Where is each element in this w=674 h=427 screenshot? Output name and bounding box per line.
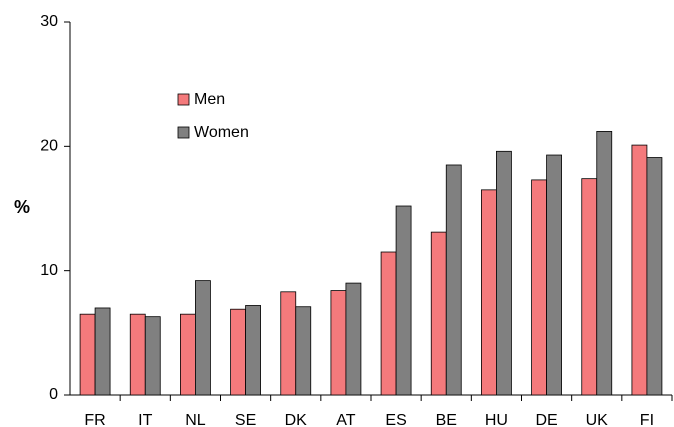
x-tick-label: DE bbox=[535, 412, 557, 427]
x-tick-label: BE bbox=[436, 412, 457, 427]
bar bbox=[531, 179, 547, 396]
x-tick-label: NL bbox=[185, 412, 206, 427]
bar bbox=[546, 154, 562, 396]
x-tick-label: FI bbox=[640, 412, 654, 427]
y-tick-label: 20 bbox=[40, 138, 58, 155]
x-tick-label: HU bbox=[485, 412, 508, 427]
bar bbox=[481, 189, 497, 396]
y-tick-label: 0 bbox=[49, 386, 58, 403]
bar bbox=[230, 308, 246, 396]
bar bbox=[79, 313, 96, 396]
bar bbox=[245, 305, 261, 396]
x-tick-label: ES bbox=[385, 412, 406, 427]
x-tick-label: FR bbox=[84, 412, 105, 427]
bar bbox=[380, 251, 397, 396]
bar bbox=[330, 290, 347, 396]
bar bbox=[631, 144, 648, 396]
legend-label: Men bbox=[194, 91, 225, 108]
legend-swatch bbox=[177, 93, 190, 106]
bar bbox=[129, 313, 146, 396]
y-tick-label: 30 bbox=[40, 13, 58, 30]
x-tick-label: UK bbox=[586, 412, 609, 427]
x-tick-label: SE bbox=[235, 412, 256, 427]
bar bbox=[445, 164, 462, 396]
bar bbox=[180, 313, 196, 396]
bar bbox=[144, 316, 161, 396]
bar bbox=[496, 150, 512, 396]
x-tick-label: IT bbox=[138, 412, 152, 427]
y-tick-label: 10 bbox=[40, 262, 58, 279]
bar bbox=[395, 205, 412, 396]
legend-label: Women bbox=[194, 124, 249, 141]
bar bbox=[596, 131, 613, 396]
y-axis-label: % bbox=[14, 197, 30, 217]
bar bbox=[581, 178, 598, 396]
bar bbox=[94, 307, 111, 396]
bar bbox=[195, 280, 211, 396]
bar bbox=[280, 291, 297, 396]
bar bbox=[295, 306, 312, 396]
bar bbox=[345, 282, 362, 396]
x-tick-label: AT bbox=[336, 412, 355, 427]
bar bbox=[430, 231, 447, 396]
legend-swatch bbox=[177, 126, 190, 139]
bar bbox=[646, 157, 663, 396]
x-tick-label: DK bbox=[285, 412, 308, 427]
